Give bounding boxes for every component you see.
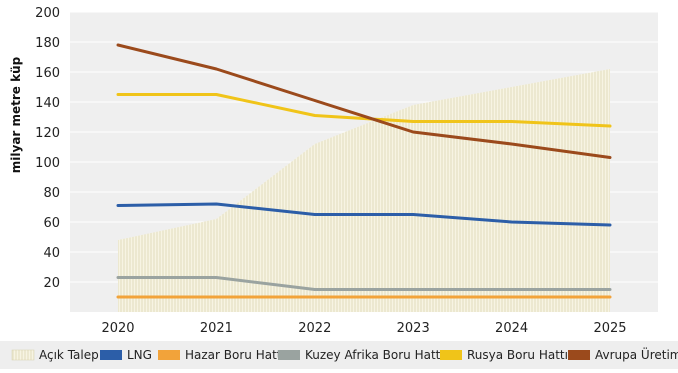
x-tick-label: 2025 bbox=[593, 321, 626, 336]
legend-swatch bbox=[568, 350, 590, 360]
legend-swatch bbox=[100, 350, 122, 360]
legend-swatch bbox=[158, 350, 180, 360]
y-axis: 20 40 60 80 100 120 140 160 180 200 bbox=[35, 6, 60, 291]
x-tick-label: 2023 bbox=[397, 321, 430, 336]
line-kuzey-afrika-boru-hatt- bbox=[116, 276, 612, 291]
y-tick-label: 100 bbox=[35, 156, 60, 171]
legend-label: Açık Talep bbox=[39, 348, 99, 362]
area-a-k-talep bbox=[118, 69, 610, 312]
legend: Açık Talep LNG Hazar Boru Hattı Kuzey Afrik… bbox=[11, 346, 678, 362]
legend-label: LNG bbox=[127, 348, 152, 362]
x-tick-label: 2024 bbox=[495, 321, 528, 336]
x-axis: 2020 2021 2022 2023 2024 2025 bbox=[101, 321, 626, 336]
y-tick-label: 80 bbox=[43, 186, 60, 201]
line-series bbox=[116, 43, 612, 299]
legend-label: Hazar Boru Hattı bbox=[185, 348, 285, 362]
legend-label: Kuzey Afrika Boru Hattı bbox=[305, 348, 444, 362]
y-tick-label: 160 bbox=[35, 66, 60, 81]
y-tick-label: 20 bbox=[43, 276, 60, 291]
x-tick-label: 2022 bbox=[298, 321, 331, 336]
y-tick-label: 200 bbox=[35, 6, 60, 21]
y-tick-label: 180 bbox=[35, 36, 60, 51]
y-tick-label: 40 bbox=[43, 246, 60, 261]
legend-swatch bbox=[11, 349, 35, 361]
line-lng bbox=[116, 202, 612, 227]
area-series bbox=[118, 69, 610, 312]
y-axis-title: milyar metre küp bbox=[9, 56, 23, 173]
y-tick-label: 140 bbox=[35, 96, 60, 111]
legend-item: Hazar Boru Hattı bbox=[158, 348, 285, 362]
legend-item: Kuzey Afrika Boru Hattı bbox=[278, 348, 444, 362]
legend-item: Avrupa Üretimi bbox=[568, 346, 678, 362]
x-tick-label: 2020 bbox=[101, 321, 134, 336]
legend-item: LNG bbox=[100, 348, 152, 362]
legend-item: Açık Talep bbox=[11, 348, 99, 362]
legend-item: Rusya Boru Hattı bbox=[440, 348, 568, 362]
legend-label: Avrupa Üretimi bbox=[595, 346, 678, 362]
y-tick-label: 60 bbox=[43, 216, 60, 231]
line-rusya-boru-hatt- bbox=[116, 93, 612, 128]
legend-label: Rusya Boru Hattı bbox=[467, 348, 568, 362]
line-avrupa-retimi bbox=[116, 43, 612, 159]
y-tick-label: 120 bbox=[35, 126, 60, 141]
x-tick-label: 2021 bbox=[200, 321, 233, 336]
legend-swatch bbox=[440, 350, 462, 360]
legend-swatch bbox=[278, 350, 300, 360]
